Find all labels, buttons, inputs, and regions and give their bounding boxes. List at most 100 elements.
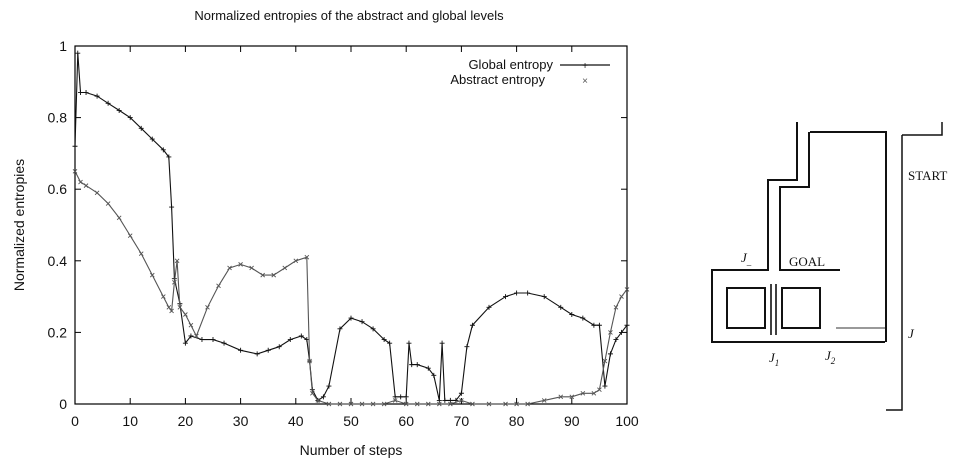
plot-area-frame xyxy=(74,45,628,405)
data-point-abstract-entropy xyxy=(188,322,194,328)
label-j-top: J_ xyxy=(741,250,752,267)
y-tick-label: 0.6 xyxy=(48,181,68,197)
data-point-abstract-entropy xyxy=(315,398,321,403)
data-point-abstract-entropy xyxy=(166,305,172,310)
outer-wall-left xyxy=(711,122,885,343)
data-point-global-entropy xyxy=(287,337,293,343)
x-tick-label: 20 xyxy=(178,413,194,429)
data-point-abstract-entropy xyxy=(470,401,475,407)
data-point-abstract-entropy xyxy=(392,398,398,403)
series-abstract-entropy xyxy=(72,168,630,407)
entropy-line-chart: Normalized entropies of the abstract and… xyxy=(11,8,639,458)
data-point-global-entropy xyxy=(392,394,398,400)
data-point-global-entropy xyxy=(613,337,619,343)
data-point-abstract-entropy xyxy=(138,251,144,256)
data-point-global-entropy xyxy=(210,337,216,343)
data-point-abstract-entropy xyxy=(183,312,188,317)
data-point-global-entropy xyxy=(169,204,175,210)
data-point-abstract-entropy xyxy=(613,305,619,310)
data-point-abstract-entropy xyxy=(337,401,343,407)
room-left xyxy=(726,287,766,329)
label-j2: J2 xyxy=(825,348,836,366)
x-axis-ticks: 0 10 20 30 40 50 60 70 80 90 100 xyxy=(71,46,639,429)
data-point-abstract-entropy xyxy=(282,265,288,271)
legend-label-global: Global entropy xyxy=(468,57,553,72)
data-point-global-entropy xyxy=(414,362,420,368)
data-point-global-entropy xyxy=(436,397,442,403)
x-tick-label: 80 xyxy=(509,413,525,429)
x-tick-label: 70 xyxy=(454,413,470,429)
data-point-global-entropy xyxy=(320,394,326,400)
data-point-global-entropy xyxy=(442,397,448,403)
data-point-global-entropy xyxy=(166,154,172,160)
series-global-entropy xyxy=(72,50,630,403)
data-point-global-entropy xyxy=(94,93,100,99)
data-point-abstract-entropy xyxy=(149,272,155,278)
data-point-abstract-entropy xyxy=(619,294,624,299)
data-point-abstract-entropy xyxy=(177,305,183,310)
data-point-abstract-entropy xyxy=(172,279,177,285)
data-point-abstract-entropy xyxy=(608,330,613,335)
x-tick-label: 10 xyxy=(122,413,138,429)
data-point-global-entropy xyxy=(541,294,547,300)
label-j-right: J xyxy=(908,326,915,341)
data-point-global-entropy xyxy=(602,383,608,389)
chart-title: Normalized entropies of the abstract and… xyxy=(194,8,504,23)
data-point-global-entropy xyxy=(72,143,78,149)
data-point-global-entropy xyxy=(149,136,155,142)
environment-map-diagram: START GOAL J_ J1 J2 J xyxy=(711,122,947,411)
legend-label-abstract: Abstract entropy xyxy=(450,72,545,87)
data-point-abstract-entropy xyxy=(414,401,420,407)
label-j1: J1 xyxy=(769,350,779,368)
label-goal: GOAL xyxy=(789,254,825,269)
data-point-global-entropy xyxy=(447,397,453,403)
data-point-abstract-entropy xyxy=(216,283,221,289)
data-point-abstract-entropy xyxy=(227,265,232,271)
data-point-abstract-entropy xyxy=(558,394,564,400)
data-point-global-entropy xyxy=(591,322,597,328)
data-point-global-entropy xyxy=(624,322,630,328)
data-point-abstract-entropy xyxy=(597,387,602,392)
label-start: START xyxy=(908,168,947,183)
data-point-global-entropy xyxy=(359,319,365,325)
x-tick-label: 0 xyxy=(71,413,79,429)
data-point-global-entropy xyxy=(254,351,260,357)
data-point-abstract-entropy xyxy=(580,390,586,396)
data-point-global-entropy xyxy=(514,290,520,296)
data-point-abstract-entropy xyxy=(602,358,608,364)
x-tick-label: 60 xyxy=(398,413,414,429)
data-point-abstract-entropy xyxy=(569,394,575,400)
data-point-global-entropy xyxy=(160,147,166,153)
data-point-global-entropy xyxy=(298,333,304,339)
data-point-global-entropy xyxy=(138,125,144,131)
data-point-global-entropy xyxy=(580,315,586,321)
series-line-global-entropy xyxy=(74,53,628,402)
data-point-abstract-entropy xyxy=(161,294,166,299)
data-point-global-entropy xyxy=(83,90,89,96)
data-point-abstract-entropy xyxy=(94,190,100,196)
data-point-global-entropy xyxy=(398,394,404,400)
data-point-abstract-entropy xyxy=(78,179,83,185)
data-point-global-entropy xyxy=(199,337,205,343)
y-tick-label: 1 xyxy=(59,38,67,54)
data-point-global-entropy xyxy=(265,347,271,353)
x-tick-label: 100 xyxy=(615,413,639,429)
y-tick-label: 0 xyxy=(59,396,67,412)
data-point-global-entropy xyxy=(105,100,111,106)
data-point-abstract-entropy xyxy=(293,258,299,264)
data-point-abstract-entropy xyxy=(437,401,442,407)
data-point-abstract-entropy xyxy=(381,401,387,407)
data-point-abstract-entropy xyxy=(169,308,174,314)
x-tick-label: 90 xyxy=(564,413,580,429)
data-point-abstract-entropy xyxy=(541,398,547,403)
series-layer xyxy=(72,50,630,407)
data-point-global-entropy xyxy=(618,329,624,335)
data-point-abstract-entropy xyxy=(271,272,277,278)
inner-wall-right xyxy=(810,131,887,342)
y-tick-label: 0.2 xyxy=(48,324,68,340)
data-point-global-entropy xyxy=(439,340,445,346)
x-tick-label: 30 xyxy=(233,413,249,429)
data-point-global-entropy xyxy=(596,322,602,328)
data-point-abstract-entropy xyxy=(307,358,312,364)
room-goal xyxy=(781,287,821,329)
